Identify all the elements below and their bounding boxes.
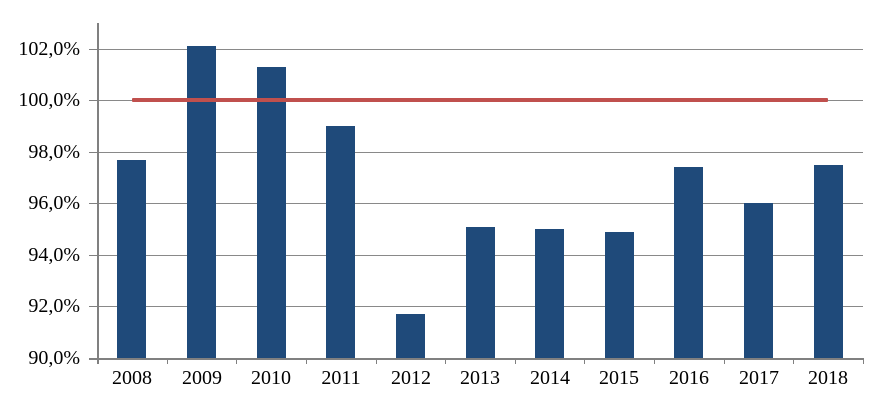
bar-2015 bbox=[605, 231, 634, 358]
x-tick-mark bbox=[167, 358, 168, 364]
x-tick-label: 2013 bbox=[460, 367, 500, 389]
y-axis-line bbox=[97, 23, 99, 364]
y-tick-mark bbox=[89, 49, 97, 50]
y-tick-label: 92,0% bbox=[28, 295, 80, 317]
y-tick-label: 98,0% bbox=[28, 141, 80, 163]
y-tick-mark bbox=[89, 255, 97, 256]
x-tick-label: 2017 bbox=[739, 367, 779, 389]
x-tick-mark bbox=[584, 358, 585, 364]
bar-2008 bbox=[117, 159, 146, 358]
x-tick-mark bbox=[306, 358, 307, 364]
gridline-98 bbox=[97, 152, 863, 153]
y-tick-label: 102,0% bbox=[18, 38, 80, 60]
x-axis-line bbox=[89, 358, 863, 360]
y-tick-label: 96,0% bbox=[28, 192, 80, 214]
x-tick-mark bbox=[654, 358, 655, 364]
x-tick-label: 2011 bbox=[321, 367, 361, 389]
x-tick-mark bbox=[97, 358, 98, 364]
gridline-96 bbox=[97, 203, 863, 204]
x-tick-mark bbox=[236, 358, 237, 364]
y-tick-label: 90,0% bbox=[28, 347, 80, 369]
gridline-102 bbox=[97, 49, 863, 50]
y-tick-mark bbox=[89, 306, 97, 307]
bar-2009 bbox=[187, 46, 216, 358]
x-tick-label: 2018 bbox=[808, 367, 848, 389]
bar-2013 bbox=[466, 226, 495, 358]
bar-2016 bbox=[674, 167, 703, 358]
y-tick-mark bbox=[89, 152, 97, 153]
x-tick-mark bbox=[515, 358, 516, 364]
x-tick-mark bbox=[724, 358, 725, 364]
y-tick-mark bbox=[89, 100, 97, 101]
x-tick-label: 2012 bbox=[391, 367, 431, 389]
bar-2010 bbox=[257, 66, 286, 358]
x-tick-mark bbox=[863, 358, 864, 364]
x-tick-label: 2010 bbox=[251, 367, 291, 389]
x-tick-label: 2014 bbox=[530, 367, 570, 389]
x-tick-label: 2016 bbox=[669, 367, 709, 389]
x-tick-label: 2008 bbox=[112, 367, 152, 389]
bar-2017 bbox=[744, 203, 773, 358]
x-tick-label: 2009 bbox=[182, 367, 222, 389]
bar-2018 bbox=[814, 164, 843, 358]
y-tick-label: 94,0% bbox=[28, 244, 80, 266]
x-tick-mark bbox=[445, 358, 446, 364]
bar-2011 bbox=[326, 126, 355, 358]
x-tick-mark bbox=[376, 358, 377, 364]
y-tick-label: 100,0% bbox=[18, 89, 80, 111]
reference-line-100pct bbox=[131, 98, 829, 103]
y-tick-mark bbox=[89, 203, 97, 204]
x-tick-label: 2015 bbox=[599, 367, 639, 389]
bar-2012 bbox=[396, 314, 425, 358]
x-tick-mark bbox=[793, 358, 794, 364]
bar-2014 bbox=[535, 229, 564, 358]
